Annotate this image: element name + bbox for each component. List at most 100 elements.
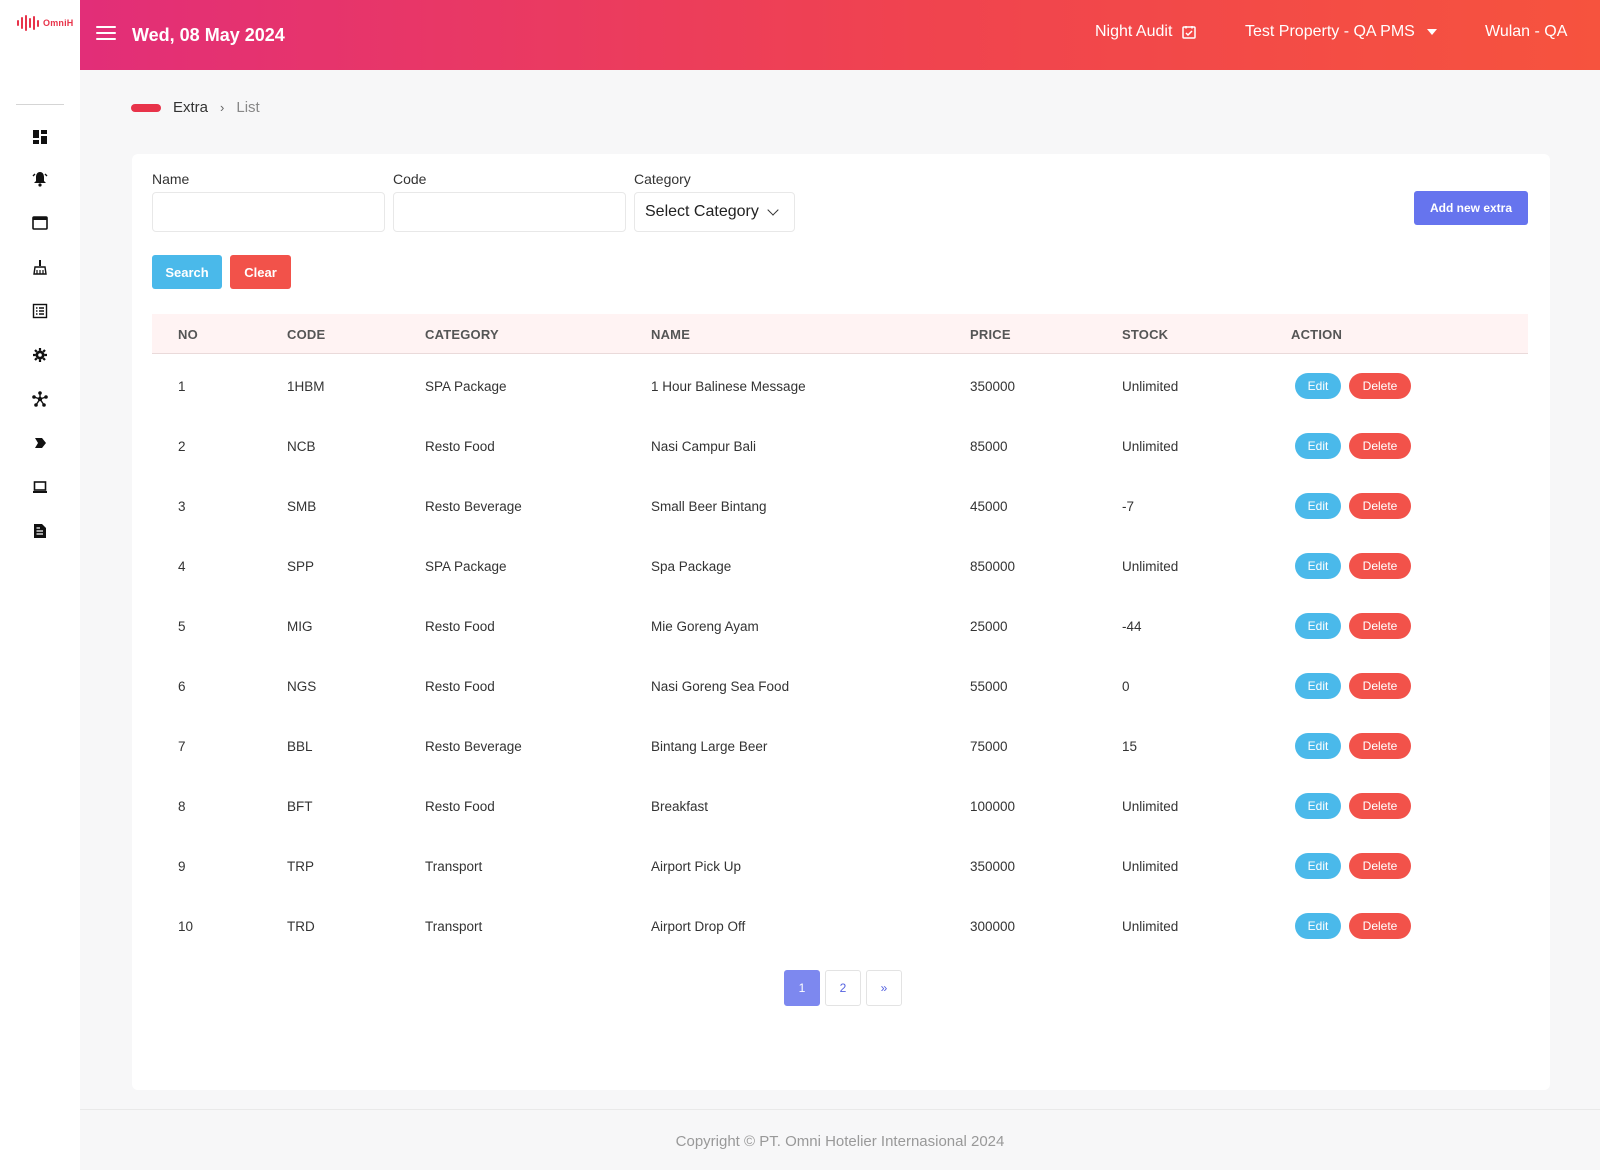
delete-button[interactable]: Delete: [1349, 493, 1411, 519]
delete-button[interactable]: Delete: [1349, 433, 1411, 459]
search-button[interactable]: Search: [152, 255, 222, 289]
cell-no: 6: [178, 679, 186, 694]
user-menu[interactable]: Wulan - QA: [1485, 23, 1568, 40]
breadcrumb-list: List: [236, 99, 260, 116]
calendar-check-icon: [1182, 26, 1197, 39]
category-select[interactable]: Select Category: [634, 192, 795, 232]
delete-button[interactable]: Delete: [1349, 673, 1411, 699]
table-row: 6 NGS Resto Food Nasi Goreng Sea Food 55000 0…: [152, 656, 1528, 716]
cell-no: 5: [178, 619, 186, 634]
gear-icon[interactable]: [31, 346, 49, 364]
breadcrumb-extra[interactable]: Extra: [173, 99, 209, 116]
table-row: 1 1HBM SPA Package 1 Hour Balinese Message 3…: [152, 356, 1528, 416]
category-label: Category: [634, 171, 691, 187]
edit-button[interactable]: Edit: [1295, 673, 1341, 699]
edit-button[interactable]: Edit: [1295, 853, 1341, 879]
breadcrumb-marker: [131, 103, 161, 112]
edit-button[interactable]: Edit: [1295, 433, 1341, 459]
table-row: 3 SMB Resto Beverage Small Beer Bintang 4500…: [152, 476, 1528, 536]
cell-name: 1 Hour Balinese Message: [651, 379, 806, 394]
cell-no: 4: [178, 559, 186, 574]
next-page-button[interactable]: »: [866, 970, 902, 1006]
table-row: 4 SPP SPA Package Spa Package 850000 Unlimite…: [152, 536, 1528, 596]
name-input[interactable]: [152, 192, 385, 232]
night-audit-label: Night Audit: [1095, 23, 1173, 40]
delete-button[interactable]: Delete: [1349, 553, 1411, 579]
col-no: NO: [178, 327, 198, 342]
laptop-icon[interactable]: [31, 478, 49, 496]
cell-category: Resto Food: [425, 679, 495, 694]
breadcrumb: Extra › List: [131, 99, 260, 116]
property-selector[interactable]: Test Property - QA PMS: [1245, 23, 1437, 41]
code-label: Code: [393, 171, 427, 187]
edit-button[interactable]: Edit: [1295, 913, 1341, 939]
cell-code: SMB: [287, 499, 317, 514]
table-row: 9 TRP Transport Airport Pick Up 350000 Unlimi…: [152, 836, 1528, 896]
cell-price: 85000: [970, 439, 1008, 454]
category-select-value: Select Category: [645, 203, 759, 220]
cell-price: 100000: [970, 799, 1016, 814]
cell-category: Resto Beverage: [425, 499, 522, 514]
cell-name: Mie Goreng Ayam: [651, 619, 759, 634]
delete-button[interactable]: Delete: [1349, 373, 1411, 399]
list-icon[interactable]: [31, 302, 49, 320]
tag-icon[interactable]: [31, 434, 49, 452]
delete-button[interactable]: Delete: [1349, 853, 1411, 879]
chevron-down-icon: [767, 204, 779, 216]
cell-stock: Unlimited: [1122, 379, 1179, 394]
brand-logo[interactable]: OmniH: [17, 15, 74, 31]
edit-button[interactable]: Edit: [1295, 613, 1341, 639]
nodes-icon[interactable]: [31, 390, 49, 408]
window-icon[interactable]: [31, 214, 49, 232]
code-input[interactable]: [393, 192, 626, 232]
cell-stock: -7: [1122, 499, 1135, 514]
cell-category: Transport: [425, 919, 483, 934]
add-new-extra-button[interactable]: Add new extra: [1414, 191, 1528, 225]
table-header: NO CODE CATEGORY NAME PRICE STOCK ACTION: [152, 314, 1528, 354]
delete-button[interactable]: Delete: [1349, 913, 1411, 939]
delete-button[interactable]: Delete: [1349, 733, 1411, 759]
cell-code: NCB: [287, 439, 316, 454]
edit-button[interactable]: Edit: [1295, 373, 1341, 399]
logo-mark-icon: [17, 15, 39, 31]
delete-button[interactable]: Delete: [1349, 793, 1411, 819]
edit-button[interactable]: Edit: [1295, 793, 1341, 819]
col-category: CATEGORY: [425, 327, 499, 342]
cell-name: Spa Package: [651, 559, 732, 574]
night-audit-button[interactable]: Night Audit: [1095, 23, 1197, 41]
cell-name: Airport Drop Off: [651, 919, 746, 934]
table-row: 2 NCB Resto Food Nasi Campur Bali 85000 Unlim…: [152, 416, 1528, 476]
document-icon[interactable]: [31, 522, 49, 540]
cell-no: 9: [178, 859, 186, 874]
header-date: Wed, 08 May 2024: [132, 25, 285, 45]
clear-button[interactable]: Clear: [230, 255, 291, 289]
table-row: 10 TRD Transport Airport Drop Off 300000 Unli…: [152, 896, 1528, 956]
cell-price: 75000: [970, 739, 1008, 754]
col-stock: STOCK: [1122, 327, 1169, 342]
dashboard-icon[interactable]: [31, 128, 49, 146]
sidebar-divider: [16, 104, 64, 105]
cell-price: 350000: [970, 379, 1016, 394]
page-2-button[interactable]: 2: [825, 970, 861, 1006]
bell-icon[interactable]: [31, 170, 49, 188]
page-1-button[interactable]: 1: [784, 970, 820, 1006]
cell-code: SPP: [287, 559, 315, 574]
cell-name: Breakfast: [651, 799, 709, 814]
broom-icon[interactable]: [31, 258, 49, 276]
cell-code: 1HBM: [287, 379, 325, 394]
table-row: 5 MIG Resto Food Mie Goreng Ayam 25000 -44 Edi…: [152, 596, 1528, 656]
cell-stock: -44: [1122, 619, 1142, 634]
cell-category: Transport: [425, 859, 483, 874]
cell-stock: Unlimited: [1122, 859, 1179, 874]
cell-name: Nasi Goreng Sea Food: [651, 679, 790, 694]
hamburger-menu-icon[interactable]: [96, 26, 116, 42]
cell-price: 300000: [970, 919, 1016, 934]
cell-category: SPA Package: [425, 379, 507, 394]
chevron-right-icon: ›: [220, 100, 225, 115]
caret-down-icon: [1426, 29, 1437, 35]
edit-button[interactable]: Edit: [1295, 553, 1341, 579]
cell-code: MIG: [287, 619, 313, 634]
delete-button[interactable]: Delete: [1349, 613, 1411, 639]
edit-button[interactable]: Edit: [1295, 733, 1341, 759]
edit-button[interactable]: Edit: [1295, 493, 1341, 519]
